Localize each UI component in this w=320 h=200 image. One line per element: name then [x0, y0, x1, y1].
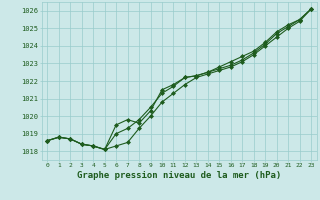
X-axis label: Graphe pression niveau de la mer (hPa): Graphe pression niveau de la mer (hPa)	[77, 171, 281, 180]
